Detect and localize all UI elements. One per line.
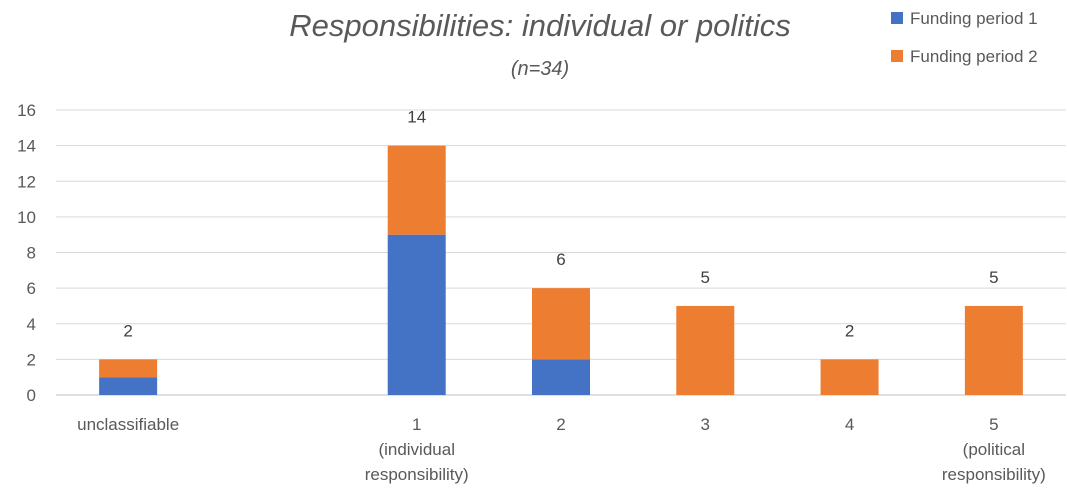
bar-series1-cat2	[387, 234, 446, 395]
chart-subtitle: (n=34)	[511, 58, 569, 80]
y-tick-label-16: 16	[17, 101, 36, 120]
bar-series2-cat0	[99, 359, 158, 378]
category-label-4-line0: 3	[701, 415, 710, 434]
data-label-cat2: 14	[407, 108, 426, 127]
category-label-0-line0: unclassifiable	[77, 415, 179, 434]
chart-title: Responsibilities: individual or politics	[289, 8, 790, 43]
bars	[99, 145, 1023, 395]
legend-swatch-1	[891, 12, 903, 24]
legend: Funding period 1 Funding period 2	[891, 9, 1038, 66]
y-tick-label-10: 10	[17, 208, 36, 227]
data-label-cat4: 5	[701, 268, 710, 287]
y-tick-label-6: 6	[27, 279, 36, 298]
y-tick-label-2: 2	[27, 350, 36, 369]
bar-series1-cat3	[532, 359, 590, 395]
category-label-2-line1: (individual	[378, 440, 455, 459]
legend-swatch-2	[891, 50, 903, 62]
data-label-cat6: 5	[989, 268, 998, 287]
y-tick-label-8: 8	[27, 244, 36, 263]
y-tick-label-12: 12	[17, 172, 36, 191]
category-label-2-line2: responsibility)	[365, 465, 469, 484]
category-label-2-line0: 1	[412, 415, 421, 434]
bar-series2-cat4	[676, 305, 735, 395]
category-label-6-line2: responsibility)	[942, 465, 1046, 484]
y-axis-tick-labels: 0 2 4 6 8 10 12 14 16	[17, 101, 36, 405]
bar-series2-cat6	[964, 305, 1023, 395]
category-label-3-line0: 2	[556, 415, 565, 434]
bar-series2-cat5	[820, 359, 879, 395]
data-label-cat5: 2	[845, 321, 854, 340]
data-labels: 2 14 6 5 2 5	[123, 108, 998, 341]
legend-label-1: Funding period 1	[910, 9, 1038, 28]
bar-series1-cat0	[99, 377, 158, 395]
bar-series2-cat2	[387, 145, 446, 235]
y-tick-label-4: 4	[27, 315, 36, 334]
legend-label-2: Funding period 2	[910, 47, 1038, 66]
gridlines	[56, 109, 1066, 396]
category-label-6-line0: 5	[989, 415, 998, 434]
y-tick-label-0: 0	[27, 386, 36, 405]
data-label-cat0: 2	[123, 321, 132, 340]
category-label-5-line0: 4	[845, 415, 854, 434]
category-label-6-line1: (political	[963, 440, 1025, 459]
x-axis-category-labels: unclassifiable 1 (individual responsibility…	[77, 415, 1046, 484]
y-tick-label-14: 14	[17, 137, 36, 156]
data-label-cat3: 6	[556, 250, 565, 269]
bar-series2-cat3	[532, 288, 590, 360]
